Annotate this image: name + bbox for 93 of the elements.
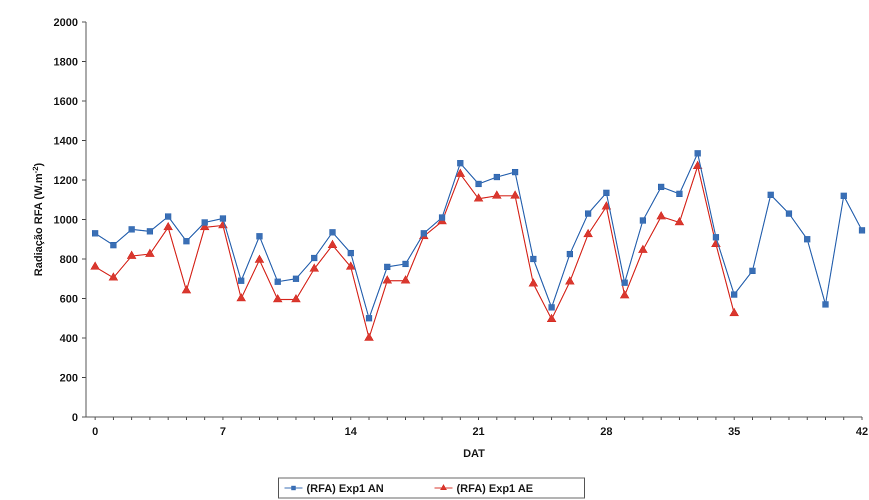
point xyxy=(566,250,574,258)
y-tick-label: 1200 xyxy=(54,174,78,187)
legend-label: (RFA) Exp1 AN xyxy=(306,482,384,495)
point xyxy=(457,160,464,166)
point xyxy=(346,261,356,270)
point xyxy=(729,308,739,316)
point xyxy=(274,278,281,285)
point xyxy=(366,315,372,322)
point xyxy=(528,278,538,286)
point xyxy=(384,264,390,270)
point xyxy=(438,214,446,221)
point xyxy=(292,276,300,282)
point xyxy=(804,236,810,242)
point xyxy=(749,268,756,274)
point xyxy=(584,210,592,217)
point xyxy=(202,219,208,226)
point xyxy=(510,190,520,199)
y-tick-label: 600 xyxy=(60,293,78,306)
point xyxy=(402,260,409,268)
point xyxy=(640,217,646,224)
point xyxy=(110,242,117,248)
point xyxy=(530,256,537,262)
point xyxy=(382,275,392,284)
y-tick-label: 400 xyxy=(60,332,78,345)
point xyxy=(603,190,610,196)
point xyxy=(474,193,484,202)
x-tick-label: 42 xyxy=(856,426,868,438)
point xyxy=(492,190,502,199)
point xyxy=(364,332,374,341)
point xyxy=(311,254,318,262)
point xyxy=(822,301,829,308)
y-tick-label: 1800 xyxy=(54,56,78,68)
point xyxy=(475,180,482,188)
point xyxy=(548,304,555,311)
point xyxy=(400,275,410,284)
point xyxy=(768,192,774,198)
point xyxy=(163,222,173,230)
legend-label: (RFA) Exp1 AE xyxy=(456,482,534,495)
point xyxy=(420,230,427,236)
y-tick-label: 1000 xyxy=(54,214,78,226)
point xyxy=(621,280,628,286)
point xyxy=(272,294,283,302)
y-tick-label: 800 xyxy=(60,254,78,266)
point xyxy=(291,294,301,302)
point xyxy=(146,228,154,235)
point xyxy=(786,210,792,217)
point xyxy=(183,238,190,244)
point xyxy=(329,229,336,236)
x-tick-label: 14 xyxy=(344,426,358,438)
point xyxy=(456,168,466,177)
point xyxy=(256,233,263,240)
y-tick-label: 1600 xyxy=(54,96,78,108)
point xyxy=(620,290,630,298)
y-tick-label: 200 xyxy=(60,372,78,384)
point xyxy=(128,226,135,233)
point xyxy=(674,216,684,226)
y-tick-label: 1400 xyxy=(54,135,78,148)
x-tick-label: 21 xyxy=(472,426,485,438)
point xyxy=(656,210,666,220)
point xyxy=(254,254,264,263)
x-tick-label: 28 xyxy=(600,426,612,438)
point xyxy=(238,278,244,284)
point xyxy=(583,228,593,238)
point xyxy=(165,213,172,220)
y-tick-label: 0 xyxy=(72,412,78,424)
x-tick-label: 7 xyxy=(220,426,226,438)
point xyxy=(328,240,338,248)
y-tick-label: 2000 xyxy=(54,16,78,29)
point xyxy=(494,174,500,180)
point xyxy=(858,227,866,234)
point xyxy=(676,190,683,197)
point xyxy=(236,292,246,302)
point xyxy=(126,250,136,259)
point xyxy=(638,244,648,253)
point xyxy=(92,230,98,236)
point xyxy=(108,272,118,281)
x-axis-title: DAT xyxy=(463,448,486,460)
point xyxy=(712,234,720,240)
point xyxy=(694,150,701,156)
point xyxy=(145,248,155,257)
point xyxy=(348,250,354,256)
point xyxy=(840,192,847,199)
x-tick-label: 35 xyxy=(728,426,740,438)
point xyxy=(309,263,320,272)
x-tick-label: 0 xyxy=(92,426,98,438)
point xyxy=(220,215,226,222)
point xyxy=(731,291,738,298)
point xyxy=(658,184,664,190)
point xyxy=(565,276,575,284)
point xyxy=(90,261,100,270)
point xyxy=(546,314,556,322)
point xyxy=(182,285,192,294)
point xyxy=(512,168,518,176)
